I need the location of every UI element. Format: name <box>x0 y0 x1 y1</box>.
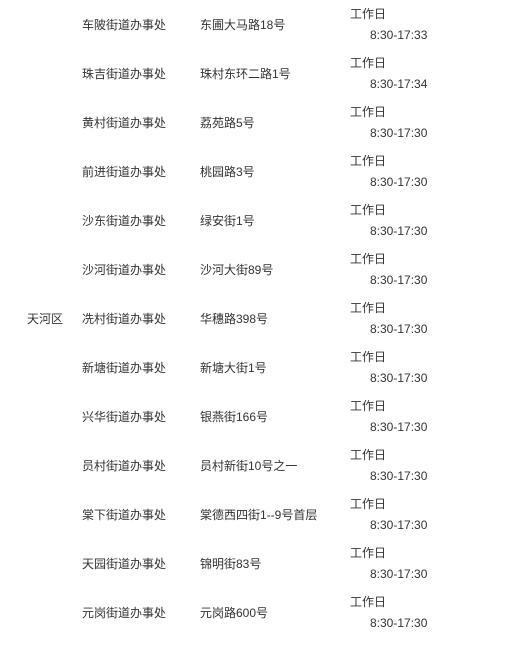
table-row: 兴华街道办事处银燕街166号工作日8:30-17:30 <box>70 392 511 441</box>
hours-day: 工作日 <box>350 249 511 269</box>
hours-day: 工作日 <box>350 445 511 465</box>
hours-day: 工作日 <box>350 151 511 171</box>
office-name: 黄村街道办事处 <box>70 114 200 131</box>
office-hours: 工作日8:30-17:30 <box>340 249 511 290</box>
office-hours: 工作日8:30-17:30 <box>340 200 511 241</box>
office-hours: 工作日8:30-17:30 <box>340 102 511 143</box>
table-row: 天园街道办事处锦明街83号工作日8:30-17:30 <box>70 539 511 588</box>
office-name: 珠吉街道办事处 <box>70 65 200 82</box>
office-hours: 工作日8:30-17:30 <box>340 396 511 437</box>
table-row: 冼村街道办事处华穗路398号工作日8:30-17:30 <box>70 294 511 343</box>
hours-time: 8:30-17:34 <box>350 74 511 94</box>
hours-day: 工作日 <box>350 543 511 563</box>
table-row: 棠下街道办事处棠德西四街1--9号首层工作日8:30-17:30 <box>70 490 511 539</box>
office-hours: 工作日8:30-17:30 <box>340 445 511 486</box>
office-name: 前进街道办事处 <box>70 163 200 180</box>
office-address: 沙河大街89号 <box>200 261 340 278</box>
office-table: 天河区 车陂街道办事处东圃大马路18号工作日8:30-17:33珠吉街道办事处珠… <box>0 0 511 637</box>
office-name: 新塘街道办事处 <box>70 359 200 376</box>
office-address: 元岗路600号 <box>200 604 340 621</box>
table-row: 前进街道办事处桃园路3号工作日8:30-17:30 <box>70 147 511 196</box>
hours-time: 8:30-17:30 <box>350 221 511 241</box>
office-name: 沙东街道办事处 <box>70 212 200 229</box>
hours-time: 8:30-17:30 <box>350 123 511 143</box>
office-hours: 工作日8:30-17:30 <box>340 543 511 584</box>
hours-time: 8:30-17:30 <box>350 613 511 633</box>
hours-time: 8:30-17:30 <box>350 417 511 437</box>
hours-day: 工作日 <box>350 396 511 416</box>
office-name: 天园街道办事处 <box>70 555 200 572</box>
hours-day: 工作日 <box>350 347 511 367</box>
office-hours: 工作日8:30-17:30 <box>340 298 511 339</box>
hours-day: 工作日 <box>350 200 511 220</box>
hours-time: 8:30-17:30 <box>350 564 511 584</box>
office-address: 绿安街1号 <box>200 212 340 229</box>
office-address: 东圃大马路18号 <box>200 16 340 33</box>
hours-day: 工作日 <box>350 4 511 24</box>
office-hours: 工作日8:30-17:30 <box>340 592 511 633</box>
office-address: 珠村东环二路1号 <box>200 65 340 82</box>
office-address: 新塘大街1号 <box>200 359 340 376</box>
district-name: 天河区 <box>27 310 63 327</box>
hours-time: 8:30-17:30 <box>350 319 511 339</box>
hours-time: 8:30-17:30 <box>350 172 511 192</box>
office-address: 员村新街10号之一 <box>200 457 340 474</box>
hours-day: 工作日 <box>350 494 511 514</box>
office-hours: 工作日8:30-17:30 <box>340 151 511 192</box>
office-address: 银燕街166号 <box>200 408 340 425</box>
district-column: 天河区 <box>0 0 70 637</box>
table-row: 沙东街道办事处绿安街1号工作日8:30-17:30 <box>70 196 511 245</box>
office-hours: 工作日8:30-17:30 <box>340 494 511 535</box>
office-name: 元岗街道办事处 <box>70 604 200 621</box>
office-hours: 工作日8:30-17:34 <box>340 53 511 94</box>
office-hours: 工作日8:30-17:33 <box>340 4 511 45</box>
hours-time: 8:30-17:30 <box>350 368 511 388</box>
hours-day: 工作日 <box>350 53 511 73</box>
table-row: 黄村街道办事处荔苑路5号工作日8:30-17:30 <box>70 98 511 147</box>
office-name: 兴华街道办事处 <box>70 408 200 425</box>
table-row: 新塘街道办事处新塘大街1号工作日8:30-17:30 <box>70 343 511 392</box>
hours-day: 工作日 <box>350 592 511 612</box>
office-name: 沙河街道办事处 <box>70 261 200 278</box>
hours-time: 8:30-17:30 <box>350 515 511 535</box>
office-name: 车陂街道办事处 <box>70 16 200 33</box>
hours-time: 8:30-17:33 <box>350 25 511 45</box>
table-row: 车陂街道办事处东圃大马路18号工作日8:30-17:33 <box>70 0 511 49</box>
table-row: 员村街道办事处员村新街10号之一工作日8:30-17:30 <box>70 441 511 490</box>
table-row: 珠吉街道办事处珠村东环二路1号工作日8:30-17:34 <box>70 49 511 98</box>
hours-day: 工作日 <box>350 102 511 122</box>
office-address: 桃园路3号 <box>200 163 340 180</box>
hours-time: 8:30-17:30 <box>350 270 511 290</box>
office-name: 棠下街道办事处 <box>70 506 200 523</box>
hours-time: 8:30-17:30 <box>350 466 511 486</box>
rows-container: 车陂街道办事处东圃大马路18号工作日8:30-17:33珠吉街道办事处珠村东环二… <box>70 0 511 637</box>
table-row: 沙河街道办事处沙河大街89号工作日8:30-17:30 <box>70 245 511 294</box>
office-hours: 工作日8:30-17:30 <box>340 347 511 388</box>
office-address: 荔苑路5号 <box>200 114 340 131</box>
office-address: 棠德西四街1--9号首层 <box>200 506 340 523</box>
office-address: 华穗路398号 <box>200 310 340 327</box>
office-name: 员村街道办事处 <box>70 457 200 474</box>
office-address: 锦明街83号 <box>200 555 340 572</box>
hours-day: 工作日 <box>350 298 511 318</box>
table-row: 元岗街道办事处元岗路600号工作日8:30-17:30 <box>70 588 511 637</box>
office-name: 冼村街道办事处 <box>70 310 200 327</box>
